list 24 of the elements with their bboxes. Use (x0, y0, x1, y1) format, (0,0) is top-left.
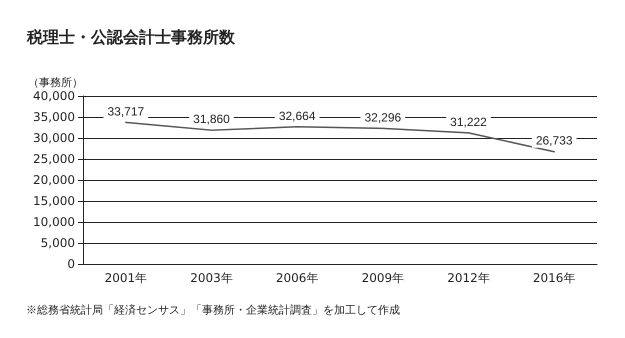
data-label: 32,664 (278, 108, 316, 123)
y-tick-label: 40,000 (33, 89, 75, 103)
x-tick-label: 2016年 (532, 271, 576, 285)
y-tick-label: 10,000 (33, 215, 75, 229)
data-label: 31,860 (193, 112, 230, 126)
chart-title: 税理士・公認会計士事務所数 (26, 28, 236, 46)
data-label: 32,296 (364, 110, 402, 124)
y-tick-label: 25,000 (33, 152, 75, 166)
text: ※総務省統計局「経済センサス」「事務所・企業統計調査」を加工して作成 (26, 304, 400, 316)
x-tick-label: 2003年 (190, 271, 233, 285)
x-tick-label: 2001年 (104, 271, 148, 285)
data-label: 33,717 (107, 104, 145, 118)
data-label: 26,733 (536, 134, 573, 148)
data-label: 31,222 (450, 114, 488, 129)
y-tick-label: 5,000 (40, 236, 75, 250)
y-tick-label: 35,000 (33, 110, 75, 124)
y-tick-label: 30,000 (33, 131, 75, 145)
x-tick-label: 2006年 (276, 271, 318, 285)
y-tick-label: 20,000 (33, 173, 75, 187)
x-tick-label: 2009年 (362, 271, 404, 285)
x-tick-label: 2012年 (447, 271, 490, 285)
y-axis-title: （事務所） (28, 76, 83, 89)
y-tick-label: 15,000 (33, 194, 75, 208)
y-tick-label: 0 (67, 257, 75, 271)
